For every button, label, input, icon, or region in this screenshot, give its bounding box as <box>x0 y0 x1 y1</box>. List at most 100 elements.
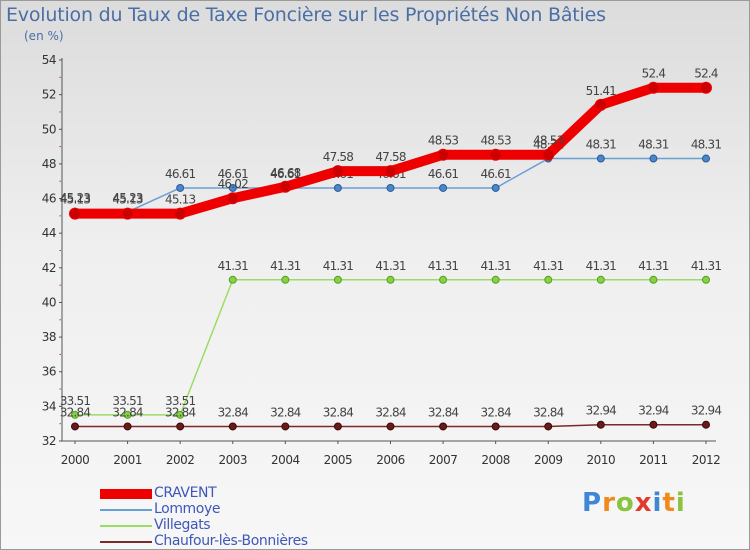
data-label-chaufour-l-s-bonni-res: 32.94 <box>691 404 722 418</box>
x-tick-label: 2005 <box>324 453 353 467</box>
data-label-villegats: 33.51 <box>60 394 91 408</box>
x-tick-label: 2011 <box>639 453 668 467</box>
data-label-lommoye: 46.61 <box>165 167 196 181</box>
data-point-cravent <box>331 165 344 178</box>
y-tick-label: 32 <box>42 434 56 448</box>
data-point-villegats <box>702 275 710 284</box>
logo-letter: o <box>615 488 635 518</box>
data-point-villegats <box>281 275 290 284</box>
data-point-lommoye <box>596 154 605 163</box>
x-tick-label: 2007 <box>429 453 458 467</box>
data-label-villegats: 41.31 <box>375 259 406 273</box>
data-label-chaufour-l-s-bonni-res: 32.84 <box>533 405 564 419</box>
data-point-lommoye <box>649 154 658 163</box>
data-label-cravent: 48.53 <box>428 134 459 148</box>
data-label-lommoye: 45.23 <box>60 191 91 205</box>
data-label-chaufour-l-s-bonni-res: 32.84 <box>480 405 511 419</box>
data-label-villegats: 41.31 <box>323 259 354 273</box>
data-label-cravent: 45.13 <box>112 193 143 207</box>
data-point-villegats <box>439 275 448 284</box>
data-label-chaufour-l-s-bonni-res: 32.84 <box>165 405 196 419</box>
data-point-villegats <box>176 410 185 419</box>
data-point-cravent <box>594 98 607 111</box>
data-point-lommoye <box>702 154 710 163</box>
y-tick-label: 44 <box>42 226 56 240</box>
x-tick-label: 2009 <box>534 453 563 467</box>
legend-swatch-lommoye <box>100 509 152 511</box>
data-point-chaufour-l-s-bonni-res <box>702 420 710 429</box>
data-point-villegats <box>386 275 395 284</box>
data-point-lommoye <box>386 183 395 192</box>
y-tick-label: 46 <box>42 192 56 206</box>
data-label-villegats: 33.51 <box>112 394 143 408</box>
y-tick-label: 52 <box>42 88 56 102</box>
data-point-chaufour-l-s-bonni-res <box>176 422 185 431</box>
data-label-chaufour-l-s-bonni-res: 32.84 <box>375 405 406 419</box>
data-point-chaufour-l-s-bonni-res <box>491 422 500 431</box>
x-tick-label: 2012 <box>692 453 721 467</box>
legend-swatch-chaufour-l-s-bonni-res <box>100 541 152 543</box>
data-label-cravent: 46.68 <box>270 166 301 180</box>
legend-label-chaufour-l-s-bonni-res: Chaufour-lès-Bonnières <box>154 533 308 549</box>
data-point-cravent <box>647 81 660 94</box>
data-label-cravent: 51.41 <box>586 84 617 98</box>
data-label-chaufour-l-s-bonni-res: 32.84 <box>323 405 354 419</box>
logo-letter: i <box>675 488 686 518</box>
logo-letter: r <box>602 488 616 518</box>
data-label-lommoye: 46.61 <box>218 167 249 181</box>
data-label-villegats: 41.31 <box>691 259 722 273</box>
data-label-villegats: 41.31 <box>480 259 511 273</box>
y-tick-label: 50 <box>42 122 56 136</box>
data-label-cravent: 46.02 <box>218 177 249 191</box>
data-label-chaufour-l-s-bonni-res: 32.84 <box>60 405 91 419</box>
legend-swatch-cravent <box>100 489 152 499</box>
data-point-lommoye <box>176 183 185 192</box>
data-label-villegats: 41.31 <box>218 259 249 273</box>
x-tick-label: 2004 <box>271 453 300 467</box>
data-label-chaufour-l-s-bonni-res: 32.84 <box>218 405 249 419</box>
data-point-chaufour-l-s-bonni-res <box>596 420 605 429</box>
y-tick-label: 48 <box>42 157 56 171</box>
data-point-chaufour-l-s-bonni-res <box>123 422 132 431</box>
data-point-chaufour-l-s-bonni-res <box>281 422 290 431</box>
logo-letter: t <box>662 488 676 518</box>
data-label-lommoye: 46.61 <box>480 167 511 181</box>
data-label-lommoye: 48.31 <box>638 138 669 152</box>
data-point-lommoye <box>439 183 448 192</box>
data-label-lommoye: 46.61 <box>428 167 459 181</box>
data-label-villegats: 41.31 <box>428 259 459 273</box>
data-point-villegats <box>123 410 132 419</box>
data-label-cravent: 45.13 <box>60 193 91 207</box>
data-point-chaufour-l-s-bonni-res <box>228 422 237 431</box>
data-point-villegats <box>544 275 553 284</box>
data-point-cravent <box>226 192 239 205</box>
data-point-lommoye <box>333 183 342 192</box>
x-tick-label: 2001 <box>113 453 142 467</box>
data-label-lommoye: 48.31 <box>586 138 617 152</box>
x-tick-label: 2002 <box>166 453 195 467</box>
data-point-villegats <box>596 275 605 284</box>
y-tick-label: 54 <box>42 53 56 67</box>
y-tick-label: 40 <box>42 295 56 309</box>
y-tick-label: 34 <box>42 399 56 413</box>
data-label-cravent: 47.58 <box>323 150 354 164</box>
y-axis-unit-label: (en %) <box>24 29 64 43</box>
logo-letter: P <box>582 488 603 518</box>
data-label-cravent: 52.4 <box>642 67 666 81</box>
legend-label-cravent: CRAVENT <box>154 485 217 501</box>
data-point-villegats <box>71 410 79 419</box>
data-point-cravent <box>700 81 712 94</box>
data-label-cravent: 48.53 <box>533 134 564 148</box>
data-label-lommoye: 48.31 <box>691 138 722 152</box>
data-point-cravent <box>121 207 134 220</box>
legend-label-villegats: Villegats <box>154 517 211 533</box>
data-point-lommoye <box>491 183 500 192</box>
data-point-cravent <box>489 148 502 161</box>
data-label-lommoye: 45.23 <box>112 191 143 205</box>
data-label-cravent: 47.58 <box>375 150 406 164</box>
data-label-chaufour-l-s-bonni-res: 32.84 <box>428 405 459 419</box>
data-point-cravent <box>69 207 81 220</box>
data-point-cravent <box>174 207 187 220</box>
logo-letter: x <box>634 488 653 518</box>
